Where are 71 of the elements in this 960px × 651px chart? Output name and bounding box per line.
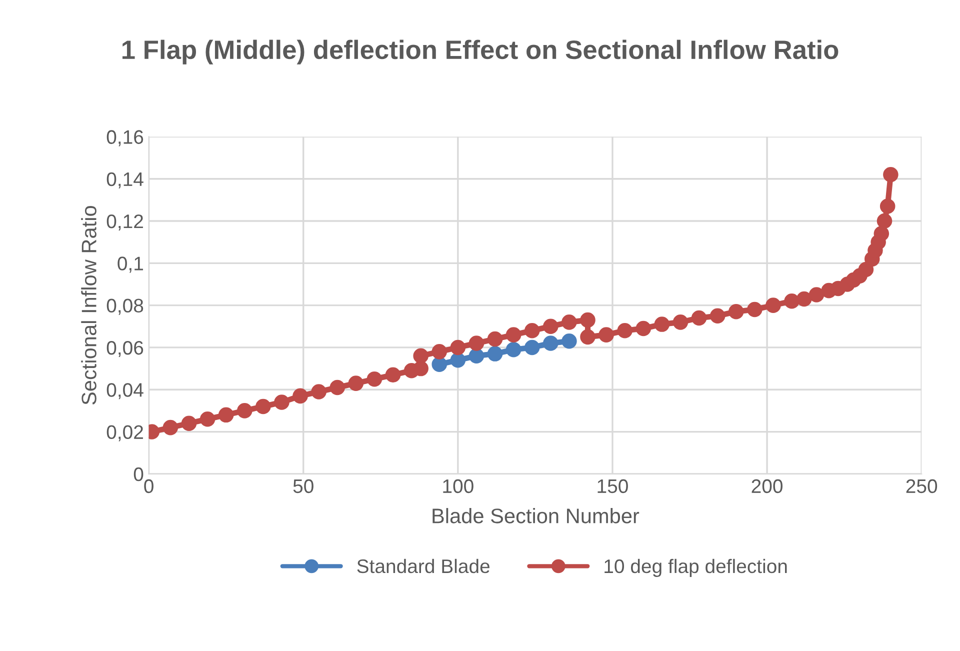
point <box>524 322 540 338</box>
point <box>311 384 326 400</box>
point <box>880 198 896 214</box>
y-axis-title: Sectional Inflow Ratio <box>81 206 96 405</box>
x-tick-label: 100 <box>443 479 474 494</box>
point <box>876 213 892 229</box>
y-tick-label: 0,08 <box>106 298 144 315</box>
legend-label: 10 deg flap deflection <box>604 558 787 577</box>
point <box>784 293 800 309</box>
point <box>874 226 890 242</box>
point <box>450 352 466 368</box>
point <box>200 411 216 427</box>
point <box>691 310 707 326</box>
point <box>562 314 577 330</box>
point <box>654 316 670 332</box>
y-tick-label: 0,12 <box>106 214 143 231</box>
y-tick-label: 0 <box>134 467 144 482</box>
point <box>808 287 824 302</box>
point <box>636 320 652 336</box>
point <box>385 367 401 383</box>
point <box>292 388 308 404</box>
point <box>218 407 234 423</box>
point <box>487 331 503 347</box>
point <box>432 344 448 360</box>
point <box>468 348 484 364</box>
y-tick-label: 0,16 <box>106 130 144 146</box>
point <box>543 336 558 351</box>
point <box>543 318 558 334</box>
point <box>747 302 762 318</box>
x-tick-label: 0 <box>144 479 154 494</box>
point <box>728 304 744 320</box>
point <box>162 420 178 436</box>
point <box>256 398 271 414</box>
point <box>766 298 781 313</box>
x-axis-title: Blade Section Number <box>432 508 640 524</box>
x-tick-label: 200 <box>752 479 782 494</box>
x-tick-label: 150 <box>598 479 628 494</box>
x-tick-label: 50 <box>293 479 314 494</box>
y-tick-label: 0,02 <box>106 425 143 442</box>
point <box>524 340 540 356</box>
point <box>413 348 428 364</box>
legend-label: Standard Blade <box>357 558 490 574</box>
point <box>796 291 812 307</box>
point <box>710 308 726 324</box>
chart-title: 1 Flap (Middle) deflection Effect on Sectional Inflow Ratio <box>122 40 838 64</box>
point <box>506 327 522 342</box>
point <box>672 314 688 330</box>
y-tick-label: 0,1 <box>118 256 143 273</box>
y-tick-label: 0,04 <box>106 383 144 400</box>
point <box>562 334 577 349</box>
point <box>450 340 466 356</box>
point <box>580 329 596 345</box>
point <box>181 416 197 431</box>
point <box>506 342 522 358</box>
point <box>883 167 898 182</box>
point <box>468 336 484 351</box>
point <box>348 376 364 391</box>
point <box>413 360 428 376</box>
point <box>274 394 290 410</box>
point <box>432 356 448 372</box>
x-tick-label: 250 <box>906 479 938 494</box>
point <box>580 312 596 328</box>
point <box>598 327 614 342</box>
y-tick-label: 0,06 <box>106 340 144 358</box>
point <box>330 380 346 396</box>
point <box>487 346 503 362</box>
point <box>617 322 632 338</box>
point <box>858 262 874 278</box>
y-tick-label: 0,14 <box>106 172 144 188</box>
point <box>366 371 382 387</box>
point <box>236 403 252 418</box>
